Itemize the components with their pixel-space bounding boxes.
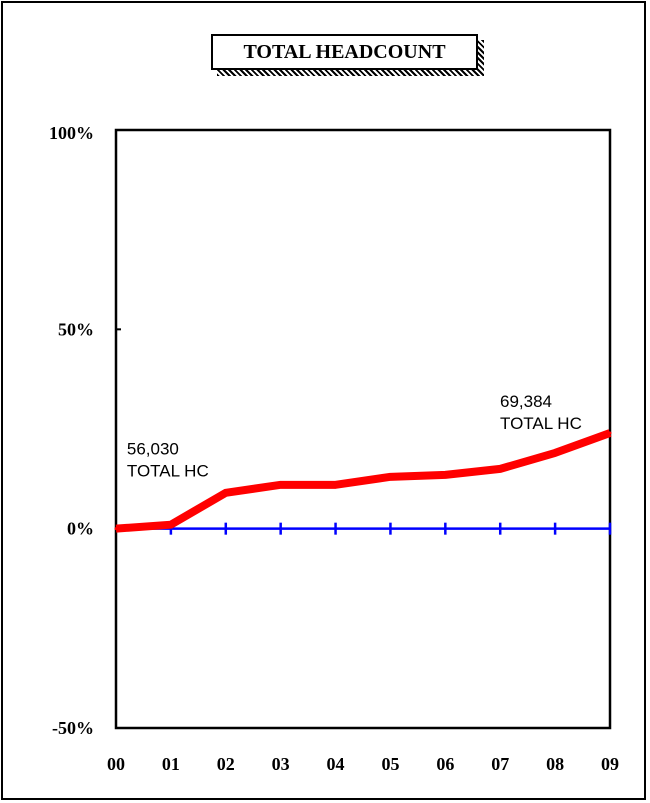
series-group (114, 429, 612, 533)
x-tick-label: 08 (546, 754, 564, 774)
data-point (169, 523, 173, 527)
plot-area (114, 128, 612, 730)
x-tick-label: 04 (327, 754, 345, 774)
annotation-label: TOTAL HC (500, 414, 582, 433)
y-tick-label: 100% (49, 123, 94, 143)
data-point (114, 527, 118, 531)
x-tick-label: 02 (217, 754, 235, 774)
x-tick-label: 07 (491, 754, 509, 774)
x-axis-labels: 00 01 02 03 04 05 06 07 08 09 (107, 754, 619, 774)
x-tick-label: 06 (436, 754, 454, 774)
y-tick-label: -50% (52, 718, 94, 738)
y-axis: 100% 50% 0% -50% (49, 123, 121, 738)
x-tick-label: 03 (272, 754, 290, 774)
y-tick-label: 0% (67, 519, 94, 539)
x-tick-label: 09 (601, 754, 619, 774)
annotation-value: 56,030 (127, 440, 179, 459)
series-line (115, 429, 612, 533)
data-point (498, 467, 502, 471)
data-point (334, 483, 338, 487)
data-point (608, 431, 612, 435)
data-point (224, 491, 228, 495)
x-tick-label: 00 (107, 754, 125, 774)
x-tick-label: 01 (162, 754, 180, 774)
data-point (443, 473, 447, 477)
data-point (388, 475, 392, 479)
x-tick-label: 05 (381, 754, 399, 774)
annotation-value: 69,384 (500, 392, 552, 411)
chart-title: TOTAL HEADCOUNT (211, 34, 478, 70)
annotations: 56,030 TOTAL HC 69,384 TOTAL HC (127, 392, 582, 481)
y-tick-label: 50% (58, 319, 94, 339)
annotation-label: TOTAL HC (127, 462, 209, 481)
zero-baseline (116, 522, 612, 535)
data-point (553, 451, 557, 455)
data-point (279, 483, 283, 487)
